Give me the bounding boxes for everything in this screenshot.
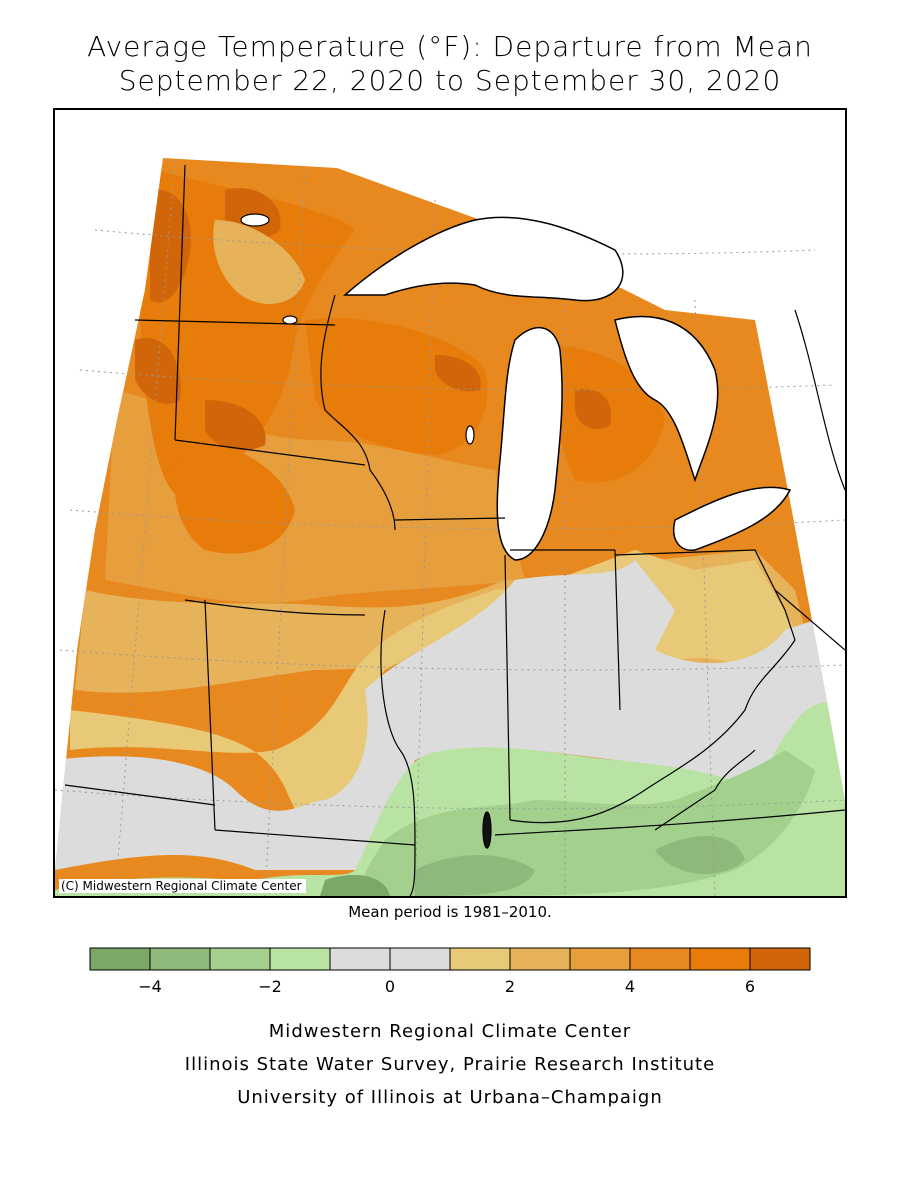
- legend-bin-8: [569, 947, 631, 971]
- legend-color-bar: [89, 947, 811, 971]
- island-b: [282, 315, 298, 325]
- legend-bin-11: [749, 947, 811, 971]
- island-c: [465, 425, 475, 445]
- departure-band-plus-6-d: [205, 400, 266, 450]
- departure-band-plus-3-north: [213, 220, 305, 304]
- lake-superior: [343, 216, 624, 302]
- departure-band-minus-4: [320, 875, 390, 896]
- legend-tick-label: −4: [138, 977, 162, 996]
- map-title-line-1: Average Temperature (°F): Departure from…: [87, 30, 813, 63]
- legend-bin-10: [689, 947, 751, 971]
- legend-bin-6: [449, 947, 511, 971]
- color-legend: −4 −2 0 2 4 6: [89, 947, 811, 999]
- legend-tick-label: −2: [258, 977, 282, 996]
- legend-bin-9: [629, 947, 691, 971]
- lake-erie: [673, 486, 792, 551]
- lake-huron: [614, 315, 719, 483]
- departure-band-minus-3-b: [655, 836, 745, 874]
- departure-band-near-normal: [55, 560, 845, 870]
- departure-band-plus-5-minnesota-south: [174, 440, 295, 554]
- great-lakes: [343, 216, 792, 561]
- legend-bin-7: [509, 947, 571, 971]
- departure-band-minus-3-a: [415, 855, 535, 896]
- map-title-line-2: September 22, 2020 to September 30, 2020: [118, 64, 782, 97]
- departure-band-plus-5-west: [140, 170, 355, 500]
- legend-bin-4: [329, 947, 391, 971]
- legend-tick-label: 2: [504, 977, 516, 996]
- state-boundaries: [64, 164, 845, 896]
- credit-line-3: University of Illinois at Urbana–Champai…: [237, 1087, 663, 1108]
- departure-band-plus-5-wisconsin: [305, 318, 488, 455]
- departure-band-plus-6-f: [575, 389, 611, 430]
- island-d: [482, 811, 492, 849]
- legend-bin-3: [269, 947, 331, 971]
- island-a: [240, 213, 270, 227]
- legend-bin-2: [209, 947, 271, 971]
- legend-tick-label: 6: [744, 977, 756, 996]
- credit-line-1: Midwestern Regional Climate Center: [268, 1021, 632, 1042]
- credit-line-2: Illinois State Water Survey, Prairie Res…: [184, 1054, 716, 1075]
- temperature-departure-map: [55, 158, 845, 896]
- lake-michigan: [496, 326, 563, 561]
- map-panel: (C) Midwestern Regional Climate Center: [53, 108, 847, 898]
- departure-band-plus-6-e: [435, 355, 481, 392]
- copyright-notice: (C) Midwestern Regional Climate Center: [59, 879, 306, 893]
- legend-bin-0: [89, 947, 151, 971]
- legend-tick-label: 4: [624, 977, 636, 996]
- legend-bin-5: [389, 947, 451, 971]
- legend-tick-label: 0: [384, 977, 396, 996]
- lake-islands: [240, 213, 492, 849]
- mean-period-note: Mean period is 1981–2010.: [348, 903, 552, 921]
- legend-bin-1: [149, 947, 211, 971]
